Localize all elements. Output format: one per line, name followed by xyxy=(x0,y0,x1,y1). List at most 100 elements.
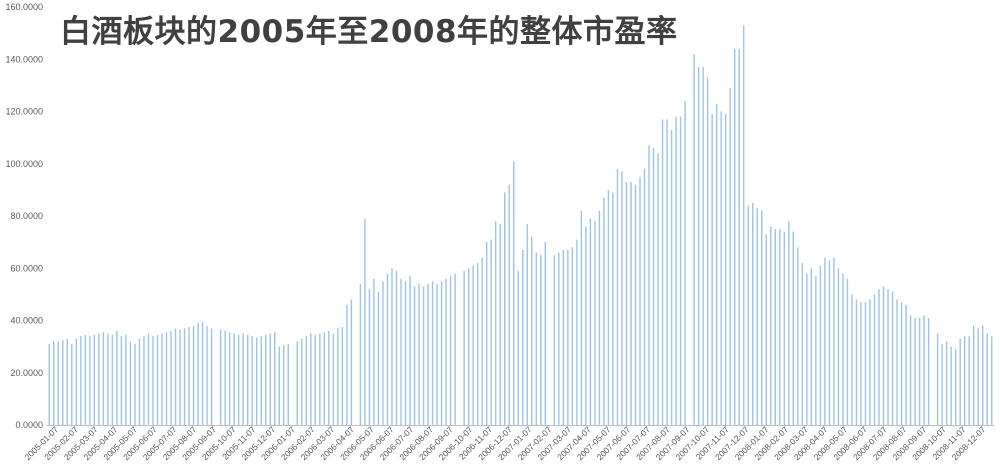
bar xyxy=(589,218,592,425)
bar xyxy=(71,344,73,425)
bar xyxy=(783,231,786,425)
bar xyxy=(93,334,96,425)
bar xyxy=(490,239,492,425)
bar xyxy=(851,294,853,426)
bar xyxy=(797,247,799,425)
bar xyxy=(143,336,145,425)
bar xyxy=(323,332,326,425)
bar xyxy=(427,283,429,425)
bar xyxy=(648,145,650,425)
bar xyxy=(301,338,303,425)
bar xyxy=(296,341,298,425)
bar xyxy=(265,334,267,425)
bar xyxy=(715,103,718,425)
bar xyxy=(702,67,704,425)
bar xyxy=(905,304,907,425)
bar xyxy=(779,229,781,425)
bar xyxy=(445,278,447,425)
bar xyxy=(89,336,91,425)
bar xyxy=(738,48,740,426)
bar xyxy=(950,346,952,426)
bar xyxy=(183,328,186,425)
bar xyxy=(237,334,240,425)
bar xyxy=(246,334,249,425)
bar xyxy=(337,328,339,425)
y-tick-label: 60.0000 xyxy=(10,263,43,273)
y-tick-label: 20.0000 xyxy=(10,368,43,378)
bars-group xyxy=(48,25,993,426)
bar xyxy=(729,87,731,426)
bar xyxy=(752,202,754,425)
bar xyxy=(476,263,479,425)
bar xyxy=(449,276,452,425)
bar xyxy=(959,338,961,425)
bar xyxy=(580,210,583,425)
y-tick-label: 140.0000 xyxy=(5,54,43,64)
bar xyxy=(720,111,722,425)
bar xyxy=(508,184,510,425)
bar xyxy=(404,281,407,425)
bar xyxy=(522,249,524,425)
bar xyxy=(819,265,822,425)
bar xyxy=(594,221,596,425)
bar xyxy=(278,346,280,426)
bar xyxy=(612,192,614,425)
bar xyxy=(544,242,546,426)
bar xyxy=(621,171,623,425)
bar xyxy=(882,286,885,425)
bar xyxy=(968,336,970,425)
bar xyxy=(517,270,519,425)
bar xyxy=(134,344,136,425)
bar xyxy=(206,325,208,425)
bar xyxy=(693,54,695,425)
bar xyxy=(75,338,78,425)
bar xyxy=(481,257,483,425)
y-tick-label: 100.0000 xyxy=(5,159,43,169)
bar xyxy=(585,226,587,425)
bar xyxy=(734,48,736,426)
bar xyxy=(161,333,163,425)
bar xyxy=(233,333,235,425)
bar xyxy=(413,286,416,425)
bar xyxy=(869,299,871,425)
bar xyxy=(761,210,763,425)
y-tick-label: 40.0000 xyxy=(10,316,43,326)
bar xyxy=(634,184,637,425)
bar xyxy=(431,281,434,425)
y-tick-label: 80.0000 xyxy=(10,211,43,221)
y-tick-label: 120.0000 xyxy=(5,107,43,117)
bar xyxy=(657,153,659,426)
bar xyxy=(765,234,767,425)
bar xyxy=(900,302,903,425)
bar xyxy=(328,330,330,425)
bar xyxy=(255,337,258,425)
bar xyxy=(639,176,641,425)
x-axis: 2005-01-072005-02-072005-03-072005-04-07… xyxy=(22,424,994,462)
bar xyxy=(48,344,50,425)
bar xyxy=(364,218,366,425)
bar xyxy=(643,168,646,425)
bar xyxy=(828,260,831,425)
y-tick-label: 160.0000 xyxy=(5,2,43,12)
bar xyxy=(386,273,389,425)
bar xyxy=(747,205,749,425)
bar xyxy=(887,289,889,425)
bar xyxy=(495,221,497,425)
bar xyxy=(982,325,984,425)
bar xyxy=(977,328,979,425)
bar xyxy=(111,334,114,425)
bar xyxy=(210,328,213,425)
bar xyxy=(391,268,393,425)
bar xyxy=(846,278,849,425)
bar xyxy=(991,336,993,425)
bar xyxy=(531,236,533,425)
bar xyxy=(567,249,569,425)
bar xyxy=(540,255,542,425)
bar xyxy=(359,283,362,425)
bar xyxy=(711,114,713,426)
bar xyxy=(774,229,776,425)
bar xyxy=(314,334,317,425)
bar xyxy=(499,223,501,425)
bar xyxy=(382,281,384,425)
